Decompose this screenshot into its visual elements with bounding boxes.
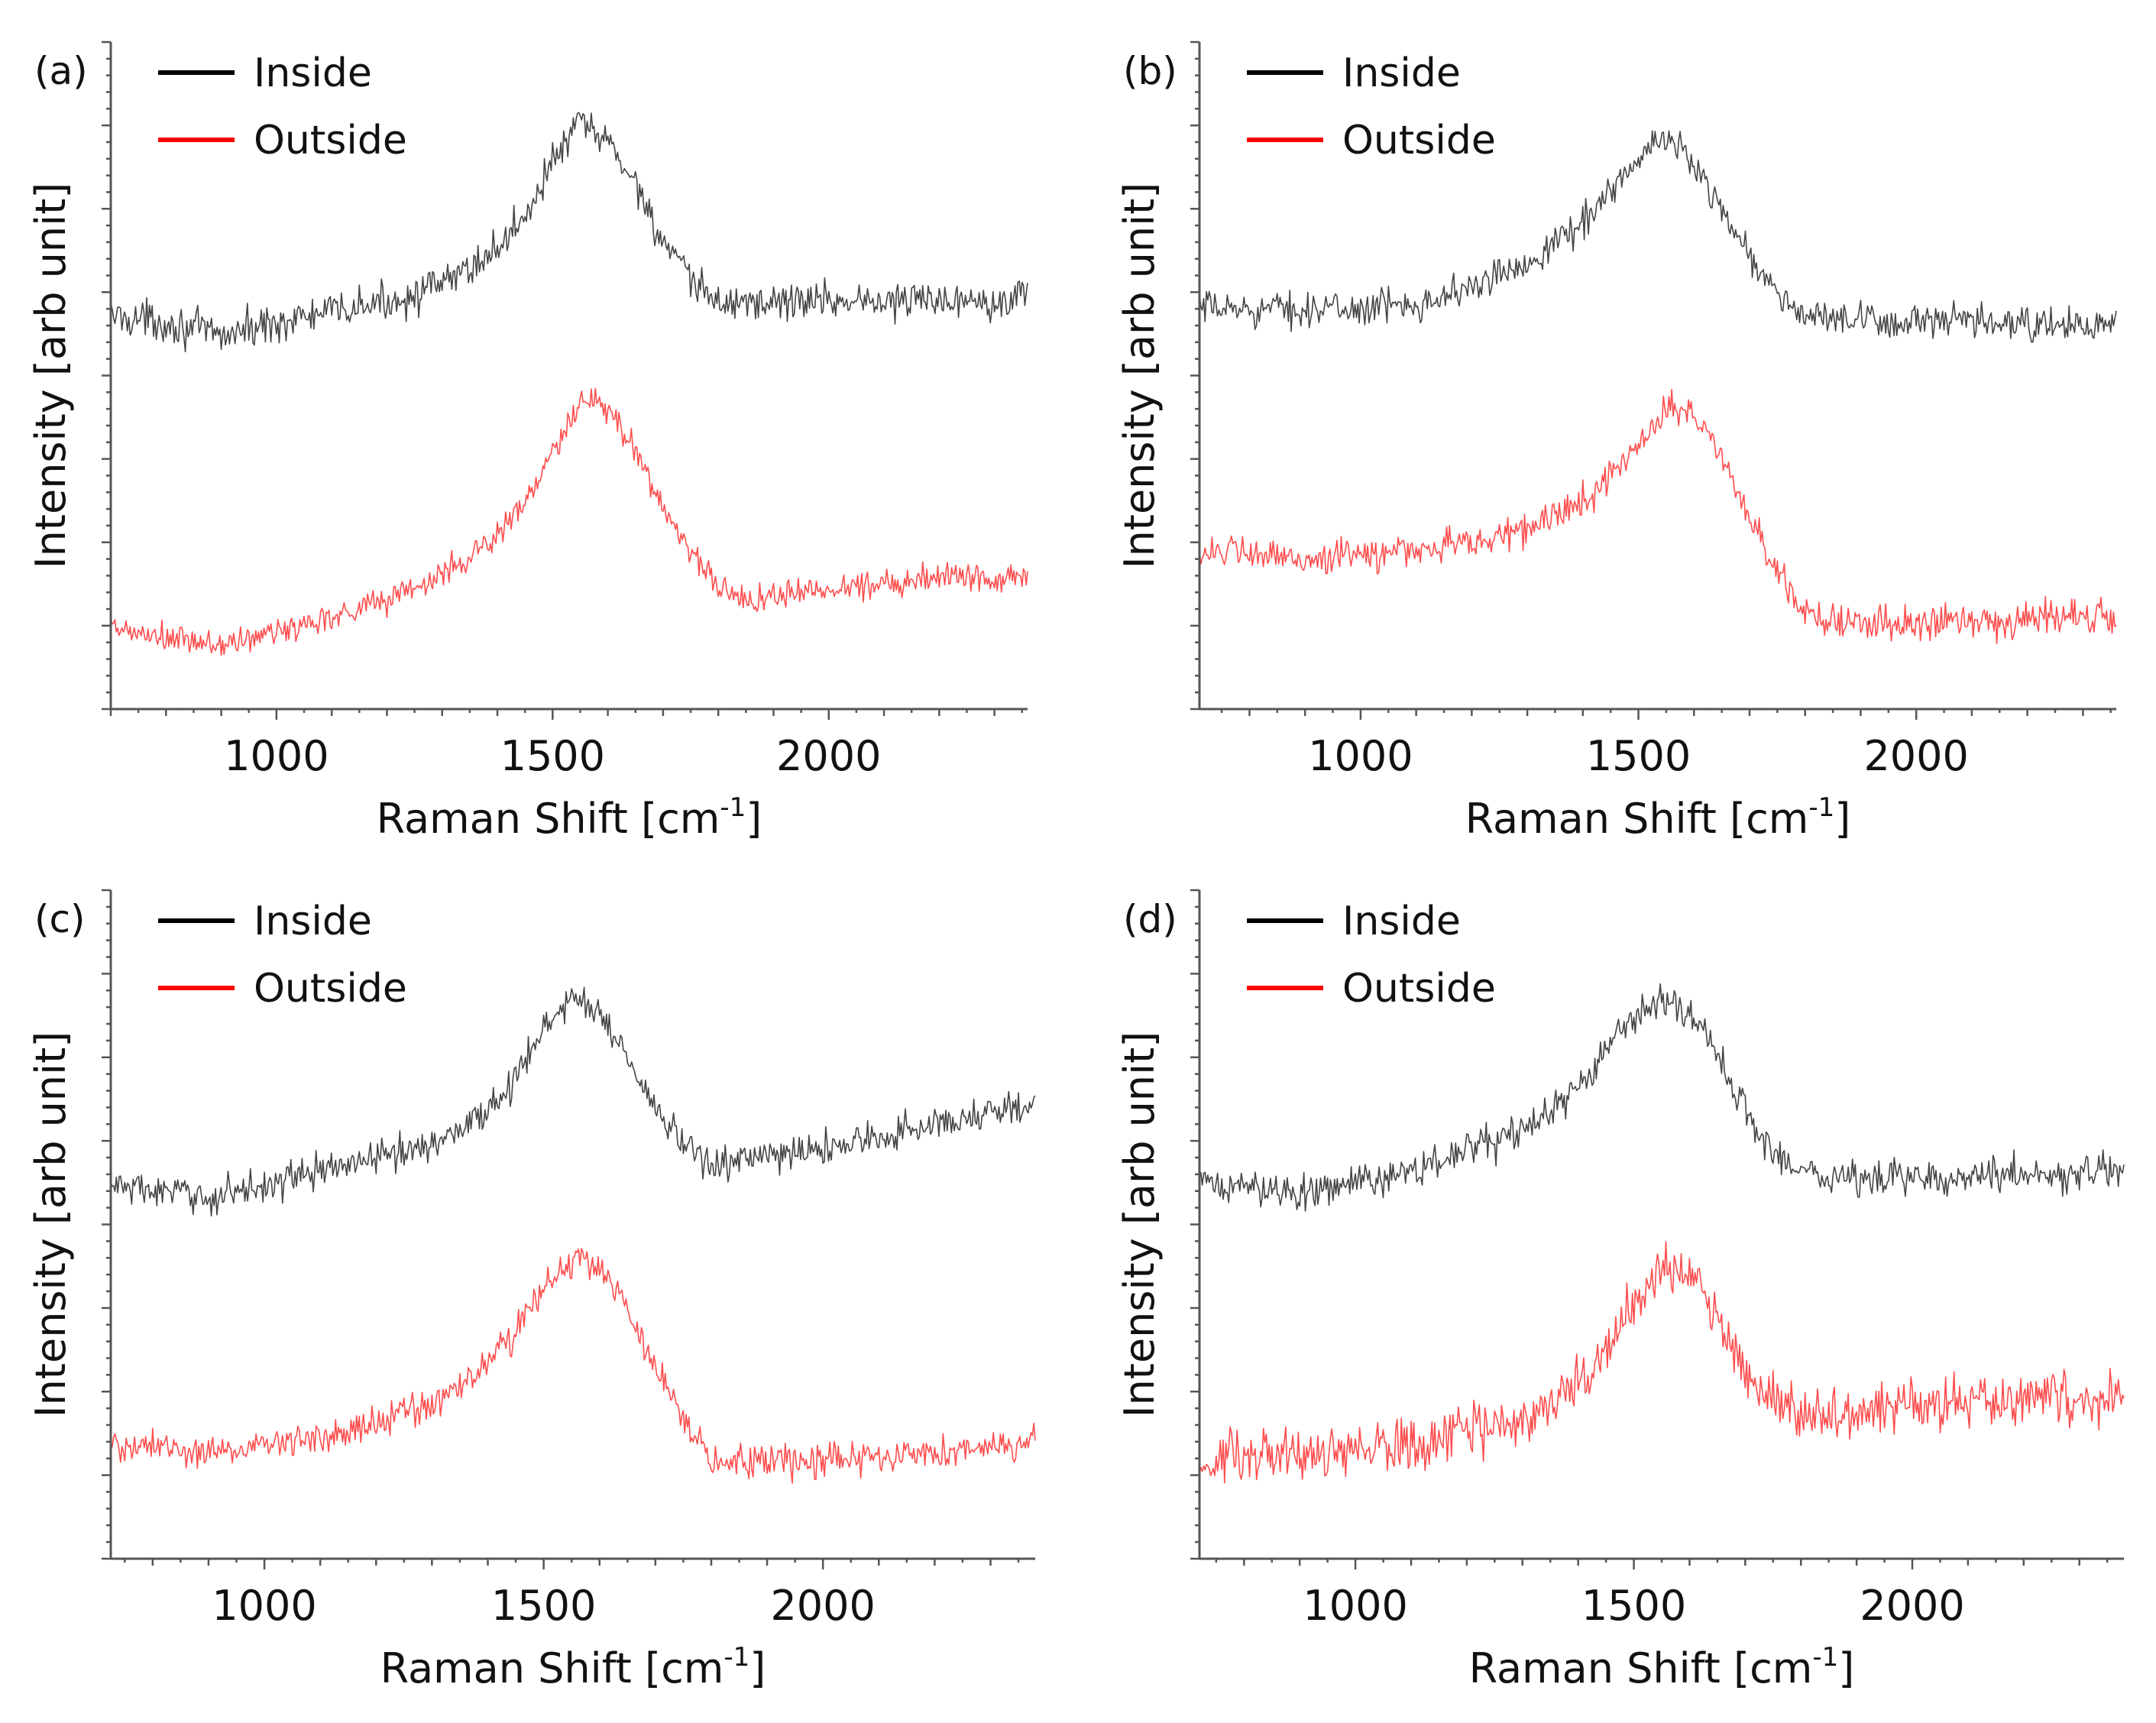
x-axis-title: Raman Shift [cm-1] [380,1642,766,1692]
x-tick-label: 1000 [212,1582,316,1630]
x-tick-label: 1500 [500,732,605,780]
x-tick-label: 1000 [224,732,329,780]
x-axis-title-end: ] [1838,1644,1854,1692]
legend-label-outside: Outside [1342,966,1496,1012]
series-line-inside [1199,983,2125,1212]
x-axis-title-main: Raman Shift [cm [1465,795,1809,843]
x-axis-title-main: Raman Shift [cm [380,1644,724,1692]
y-axis-title: Intensity [arb unit] [1115,1032,1164,1418]
x-axis-title-sup: -1 [720,792,746,823]
x-tick-label: 2000 [1860,1582,1964,1630]
panel-label: (c) [34,897,86,941]
legend-label-inside: Inside [254,50,372,96]
series-line-inside [1199,130,2117,343]
x-tick-label: 2000 [776,732,881,780]
x-axis-title-end: ] [746,795,762,843]
legend-label-inside: Inside [1342,50,1461,96]
panel-label: (d) [1123,897,1177,941]
legend: Inside Outside [1247,50,1496,164]
x-axis-title-main: Raman Shift [cm [1469,1644,1813,1692]
x-axis-title: Raman Shift [cm-1] [1469,1642,1855,1692]
x-axis-title-sup: -1 [724,1642,749,1673]
series-line-outside [110,1248,1036,1484]
x-tick-label: 2000 [1863,732,1968,780]
y-axis-title: Intensity [arb unit] [1115,183,1164,569]
x-axis-title-sup: -1 [1812,1642,1838,1673]
x-axis-title-sup: -1 [1808,792,1834,823]
panel-label: (a) [34,49,88,93]
x-axis-title: Raman Shift [cm-1] [1465,792,1851,843]
x-tick-label: 1500 [1581,1582,1686,1630]
series-line-inside [110,112,1028,353]
x-axis-title: Raman Shift [cm-1] [377,792,762,843]
x-tick-label: 1500 [1586,732,1691,780]
y-axis-title: Intensity [arb unit] [27,183,75,569]
x-tick-label: 1500 [491,1582,596,1630]
legend-label-inside: Inside [1342,899,1461,944]
legend-label-outside: Outside [254,966,407,1012]
series-line-outside [110,387,1028,656]
series-line-outside [1199,388,2117,645]
x-axis-title-main: Raman Shift [cm [377,795,720,843]
legend-label-inside: Inside [254,899,372,944]
y-axis-title: Intensity [arb unit] [27,1032,75,1418]
x-tick-label: 2000 [770,1582,875,1630]
legend: Inside Outside [158,50,407,164]
panel-a: 1000 1500 2000 Raman Shift [cm-1] Intensity … [27,40,1028,843]
legend-label-outside: Outside [254,118,407,164]
series-line-inside [110,986,1036,1217]
series-line-outside [1199,1241,2125,1484]
x-tick-label: 1000 [1308,732,1413,780]
legend: Inside Outside [1247,899,1496,1012]
x-tick-label: 1000 [1303,1582,1407,1630]
legend: Inside Outside [158,899,407,1012]
x-axis-title-end: ] [749,1644,766,1692]
panel-label: (b) [1123,49,1177,93]
legend-label-outside: Outside [1342,118,1496,164]
x-axis-title-end: ] [1834,795,1850,843]
